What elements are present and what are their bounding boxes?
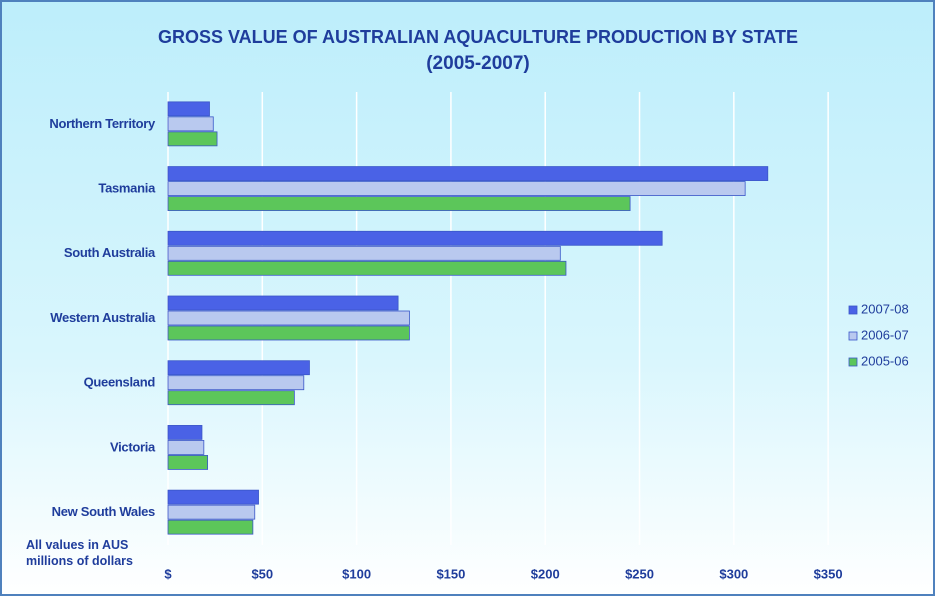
y-tick-label: Western Australia [50, 310, 156, 325]
bar [167, 260, 567, 276]
bar [167, 166, 769, 181]
bar [167, 440, 205, 455]
bar [167, 245, 561, 261]
bar [167, 519, 254, 535]
legend-label: 2005-06 [861, 353, 909, 368]
x-tick-label: $200 [531, 566, 560, 581]
legend-label: 2006-07 [861, 327, 909, 342]
legend-swatch [848, 305, 858, 315]
x-tick-label: $300 [719, 566, 748, 581]
x-tick-label: $100 [342, 566, 371, 581]
bar [167, 295, 399, 311]
bar [167, 455, 209, 470]
bar [167, 310, 410, 326]
y-tick-label: Queensland [84, 375, 156, 390]
y-tick-label: Tasmania [98, 181, 156, 196]
bar [167, 489, 259, 505]
bar [167, 504, 256, 520]
bar [167, 425, 203, 440]
bar [167, 390, 295, 406]
x-tick-label: $250 [625, 566, 654, 581]
bar [167, 131, 218, 147]
y-tick-label: South Australia [64, 245, 156, 260]
annotation: All values in AUS millions of dollars [26, 538, 133, 568]
x-tick-label: $350 [814, 566, 843, 581]
bar [167, 196, 631, 211]
bar [167, 101, 210, 117]
x-tick-label: $50 [251, 566, 273, 581]
bar [167, 360, 310, 376]
legend-swatch [848, 357, 858, 367]
y-tick-label: Northern Territory [49, 116, 156, 131]
x-tick-label: $ [164, 566, 172, 581]
legend-swatch [848, 331, 858, 341]
y-tick-label: Victoria [110, 439, 156, 454]
y-tick-label: New South Wales [52, 504, 155, 519]
bar [167, 325, 410, 341]
chart-subtitle: (2005-2007) [426, 53, 530, 74]
bar [167, 375, 305, 391]
legend-label: 2007-08 [861, 301, 909, 316]
x-tick-label: $150 [436, 566, 465, 581]
bar [167, 116, 214, 132]
bar [167, 230, 663, 246]
bar [167, 181, 746, 196]
chart-title: GROSS VALUE OF AUSTRALIAN AQUACULTURE PR… [158, 27, 798, 47]
